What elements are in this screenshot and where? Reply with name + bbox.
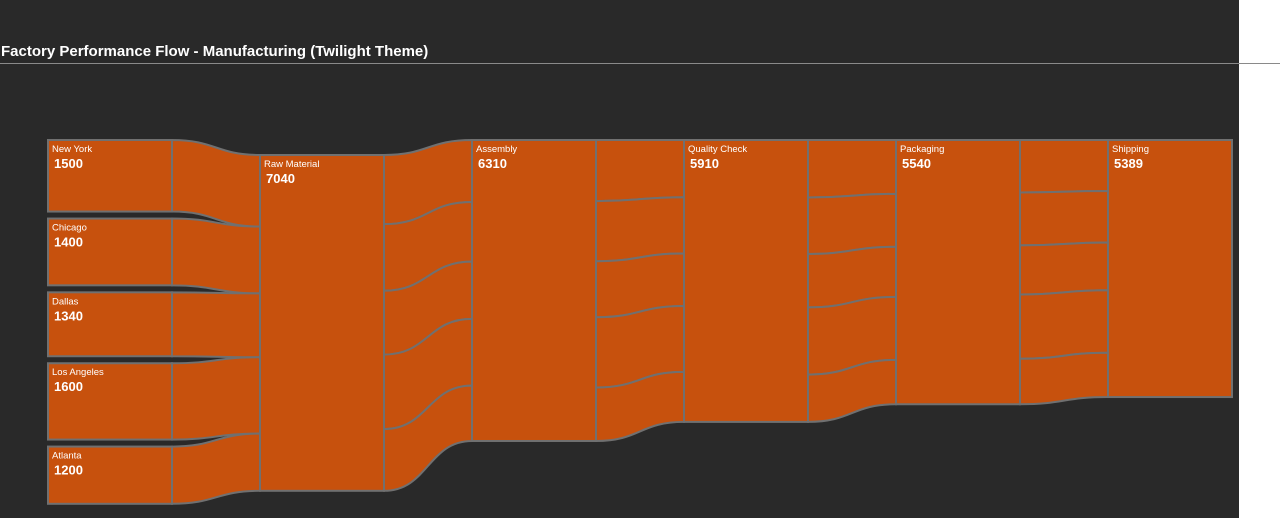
node-atlanta	[47, 445, 173, 505]
node-dallas	[47, 291, 173, 358]
node-new_york	[47, 139, 173, 213]
node-label-chicago: Chicago	[52, 223, 87, 234]
links-layer	[171, 138, 1109, 505]
nodes-layer	[47, 139, 1233, 505]
node-value-assembly: 6310	[478, 156, 507, 171]
node-label-atlanta: Atlanta	[52, 451, 82, 462]
title-divider	[0, 63, 1280, 64]
node-label-new_york: New York	[52, 144, 92, 155]
node-los_angeles	[47, 362, 173, 441]
node-label-shipping: Shipping	[1112, 144, 1149, 155]
link-quality_check-packaging-1	[807, 192, 897, 255]
link-dallas-raw_material	[171, 291, 261, 359]
link-quality_check-packaging-0	[807, 138, 897, 199]
node-shipping	[1107, 139, 1233, 399]
link-new_york-raw_material	[171, 138, 261, 228]
node-label-raw_material: Raw Material	[264, 159, 319, 170]
node-assembly	[471, 139, 597, 442]
node-raw_material	[259, 154, 385, 492]
node-value-los_angeles: 1600	[54, 379, 83, 394]
link-assembly-quality_check-1	[595, 196, 685, 263]
node-value-atlanta: 1200	[54, 463, 83, 478]
chart-title: Factory Performance Flow - Manufacturing…	[1, 43, 429, 60]
link-packaging-shipping-3	[1019, 289, 1109, 360]
node-value-chicago: 1400	[54, 235, 83, 250]
node-value-quality_check: 5910	[690, 156, 719, 171]
node-label-packaging: Packaging	[900, 144, 944, 155]
link-packaging-shipping-0	[1019, 138, 1109, 194]
node-chicago	[47, 217, 173, 287]
link-chicago-raw_material	[171, 217, 261, 295]
link-los_angeles-raw_material	[171, 356, 261, 441]
node-label-quality_check: Quality Check	[688, 144, 747, 155]
node-value-shipping: 5389	[1114, 156, 1143, 171]
link-packaging-shipping-4	[1019, 351, 1109, 406]
node-quality_check	[683, 139, 809, 423]
node-label-los_angeles: Los Angeles	[52, 367, 104, 378]
node-value-packaging: 5540	[902, 156, 931, 171]
node-label-dallas: Dallas	[52, 296, 79, 307]
link-packaging-shipping-1	[1019, 190, 1109, 247]
node-packaging	[895, 139, 1021, 406]
link-packaging-shipping-2	[1019, 241, 1109, 296]
chart-canvas: Factory Performance Flow - Manufacturing…	[0, 0, 1239, 518]
node-value-raw_material: 7040	[266, 171, 295, 186]
link-atlanta-raw_material	[171, 432, 261, 505]
node-value-new_york: 1500	[54, 156, 83, 171]
node-label-assembly: Assembly	[476, 144, 517, 155]
node-value-dallas: 1340	[54, 308, 83, 323]
link-assembly-quality_check-0	[595, 138, 685, 203]
